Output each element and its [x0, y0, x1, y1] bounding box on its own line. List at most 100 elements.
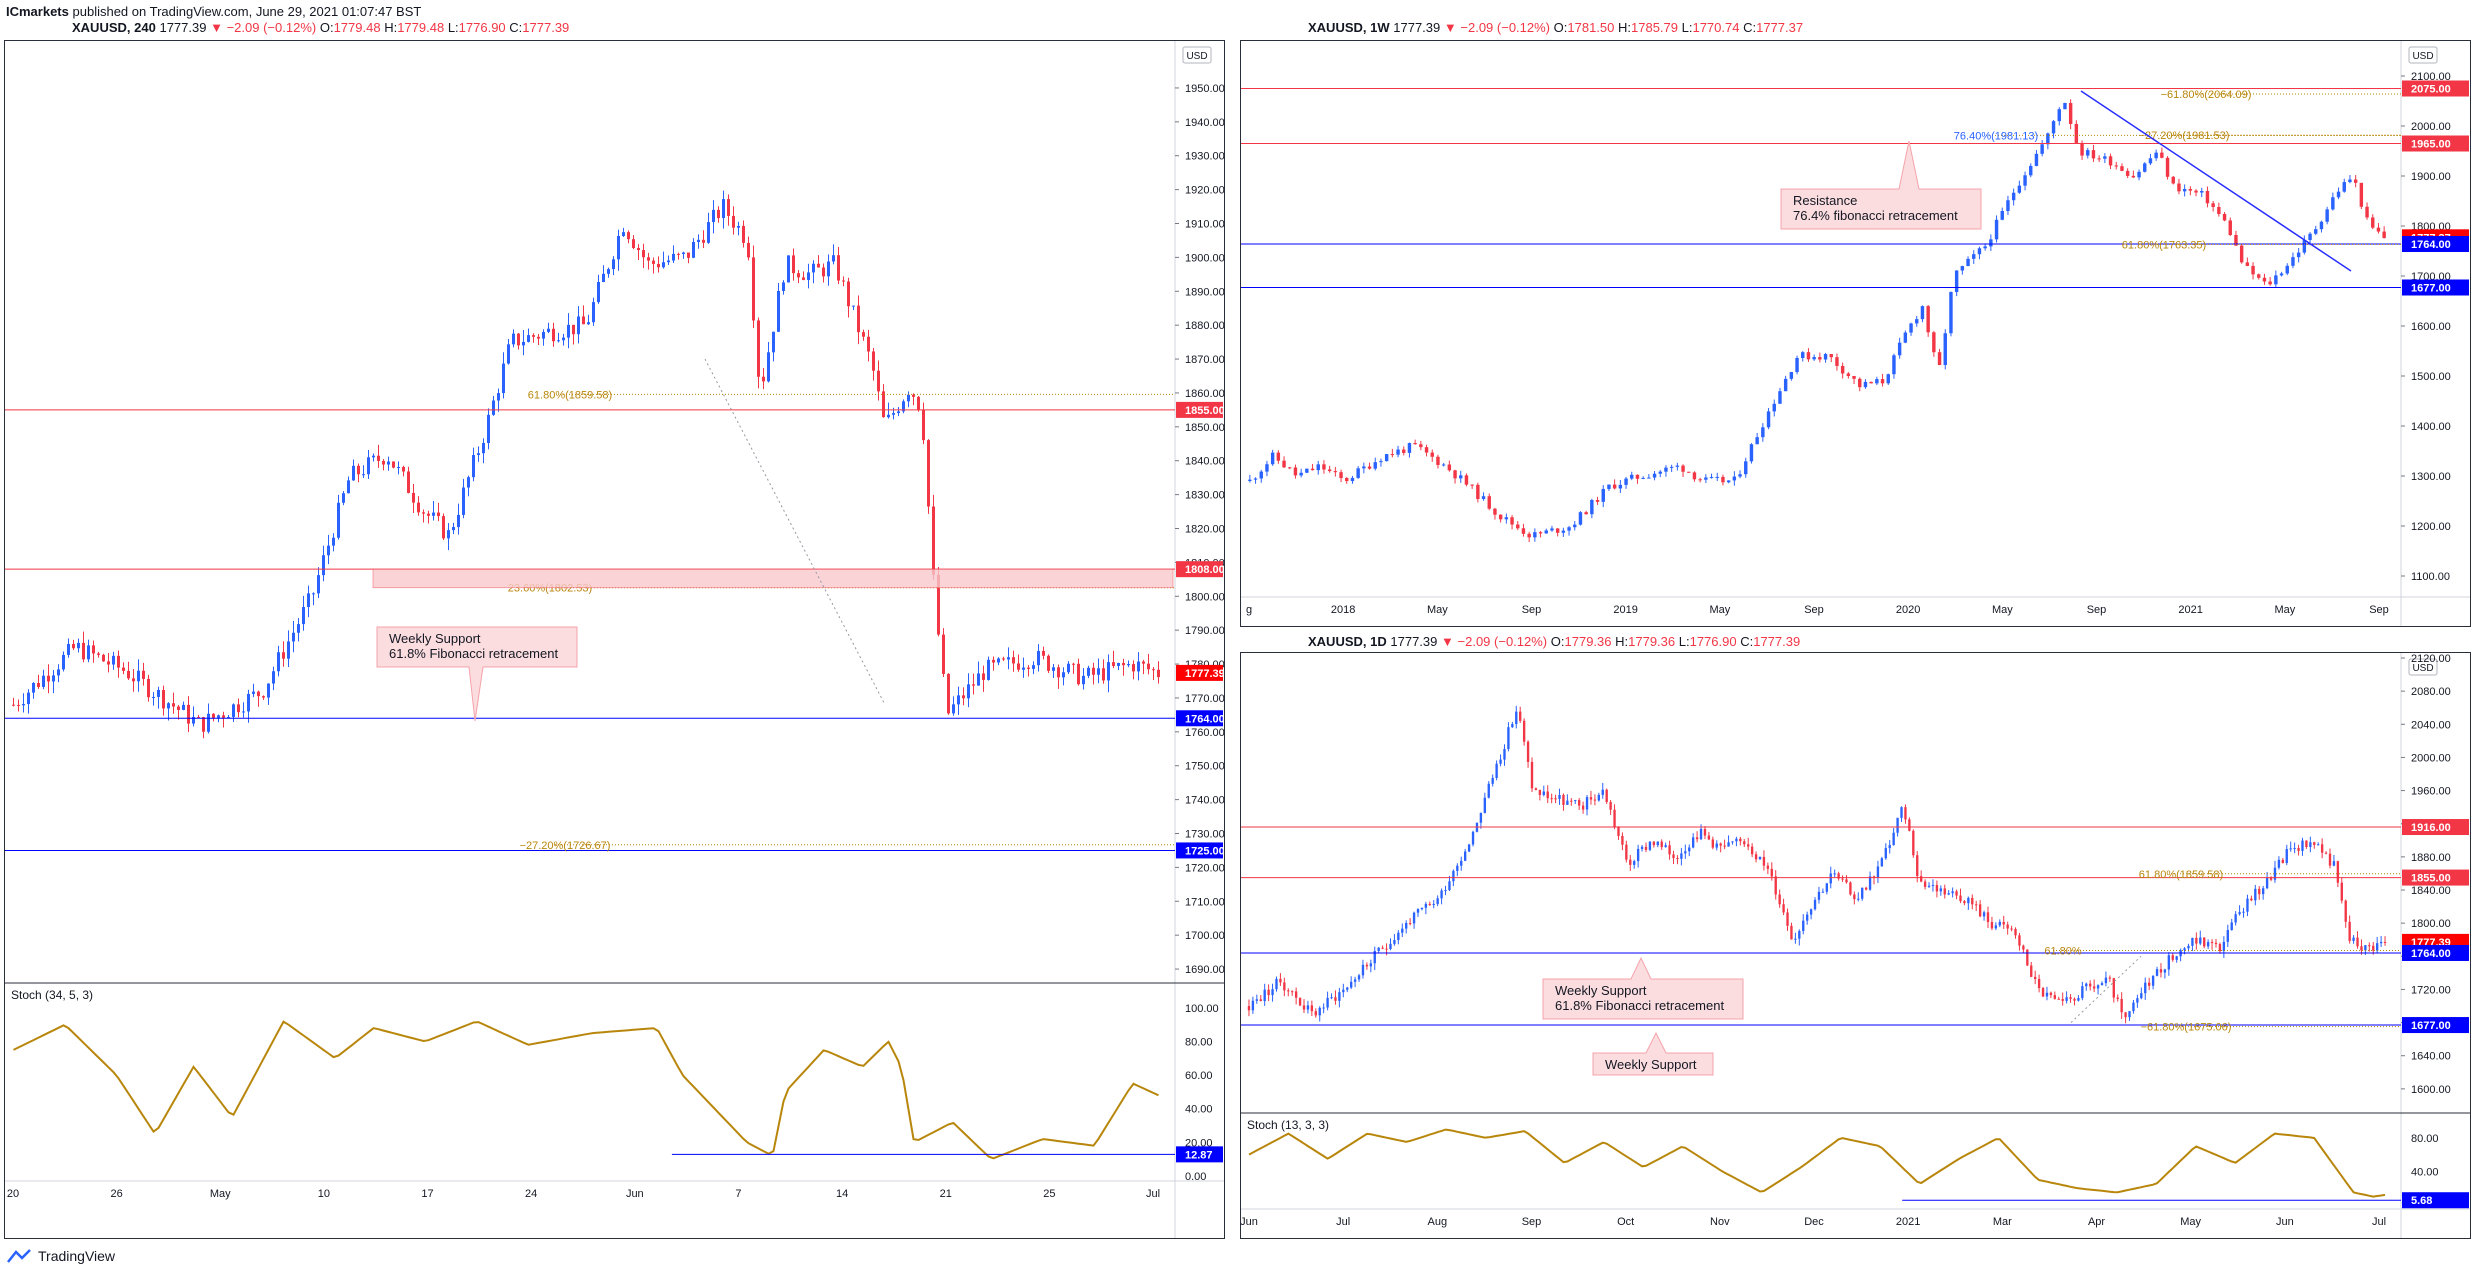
- y-tick-label: 2040.00: [2411, 719, 2451, 731]
- candle-body: [1430, 452, 1434, 457]
- candle-body: [152, 696, 155, 698]
- candle-body: [332, 537, 335, 546]
- candle-body: [902, 401, 905, 412]
- y-tick-label: 2100.00: [2411, 71, 2451, 83]
- candle-body: [502, 363, 505, 394]
- candle-body: [1886, 374, 1890, 384]
- candle-body: [1393, 940, 1396, 944]
- candle-body: [2163, 969, 2167, 973]
- candle-body: [1298, 997, 1302, 1006]
- panel-1w[interactable]: USD 1100.00 1200.00 1300.00 1400.00 1500.00 16…: [1240, 40, 2471, 627]
- candle-body: [1566, 800, 1569, 805]
- candle-body: [1117, 662, 1120, 666]
- candle-body: [1330, 997, 1333, 999]
- candle-body: [1384, 454, 1389, 462]
- x-tick-label: 2019: [1613, 604, 1637, 616]
- x-tick-label: Jun: [626, 1188, 644, 1200]
- candle-body: [977, 673, 980, 686]
- panel-1d[interactable]: USD1600.001640.001680.001720.001760.0018…: [1240, 652, 2471, 1239]
- candle-body: [2371, 217, 2375, 228]
- candle-body: [1590, 500, 1594, 515]
- fib-label: −27.20%(1726.67): [520, 840, 611, 852]
- candle-body: [947, 673, 950, 714]
- candle-body: [702, 239, 705, 243]
- chart-1d-svg[interactable]: USD1600.001640.001680.001720.001760.0018…: [1240, 653, 2470, 1238]
- candle-body: [987, 659, 990, 680]
- candle-body: [1487, 783, 1490, 798]
- candle-body: [2177, 183, 2181, 192]
- candle-body: [1624, 478, 1628, 485]
- candle-body: [1755, 437, 1759, 445]
- candle-body: [1955, 891, 1958, 896]
- candle-body: [2257, 274, 2261, 278]
- candle-body: [1342, 989, 1345, 993]
- candles-group: [12, 190, 1160, 739]
- candle-body: [1534, 788, 1538, 791]
- candle-body: [532, 335, 535, 337]
- candle-body: [1037, 650, 1040, 666]
- candle-body: [2011, 192, 2016, 201]
- candle-body: [102, 654, 105, 662]
- candle-body: [892, 413, 895, 415]
- candle-body: [277, 652, 280, 672]
- candle-body: [1629, 859, 1632, 865]
- candle-body: [107, 661, 110, 665]
- candle-body: [2034, 153, 2039, 166]
- candle-body: [1927, 885, 1931, 887]
- candle-body: [1467, 844, 1471, 852]
- candle-body: [1935, 885, 1939, 892]
- candle-body: [427, 513, 430, 516]
- candle-body: [1739, 838, 1742, 842]
- candle-body: [1840, 365, 1845, 374]
- panel-4h[interactable]: USD 1690.00 1700.00 1710.00 1720.00 1730.00 17…: [4, 40, 1225, 1239]
- candle-body: [2086, 150, 2090, 156]
- candle-body: [2269, 877, 2273, 880]
- candle-body: [2017, 185, 2022, 193]
- candle-body: [2040, 144, 2044, 154]
- candle-body: [2262, 277, 2267, 282]
- stoch-y-tick-label: 0.00: [1185, 1171, 1206, 1183]
- candle-body: [2144, 982, 2147, 994]
- candle-body: [577, 316, 580, 335]
- currency-badge: [2408, 658, 2438, 676]
- candle-body: [1909, 323, 1913, 333]
- candle-body: [1977, 248, 1982, 255]
- candle-body: [1607, 484, 1611, 489]
- candle-body: [1846, 373, 1851, 377]
- candle-body: [1715, 476, 1719, 478]
- candle-body: [1794, 938, 1797, 940]
- candle-body: [1373, 950, 1376, 964]
- candle-body: [2125, 170, 2130, 176]
- candle-body: [2051, 121, 2056, 134]
- candle-body: [1408, 922, 1412, 924]
- candle-body: [2137, 171, 2141, 178]
- candle-body: [1904, 807, 1907, 820]
- currency-label: USD: [2412, 663, 2433, 674]
- candle-body: [1137, 661, 1140, 672]
- candle-body: [1356, 468, 1360, 478]
- candle-body: [2301, 840, 2304, 851]
- candle-body: [132, 678, 135, 682]
- candle-body: [1402, 449, 1406, 453]
- candle-body: [937, 574, 940, 635]
- fib-connector-1d: [2070, 955, 2142, 1023]
- publisher-name[interactable]: ICmarkets: [6, 4, 69, 19]
- candle-body: [2328, 853, 2332, 866]
- y-tick-label: 1930.00: [1185, 151, 1224, 163]
- candle-body: [1092, 667, 1095, 675]
- candle-body: [1440, 890, 1443, 899]
- chart-1w-svg[interactable]: USD 1100.00 1200.00 1300.00 1400.00 1500.00 16…: [1241, 41, 2470, 626]
- candle-body: [732, 215, 735, 228]
- tradingview-footer[interactable]: TradingView: [6, 1248, 115, 1264]
- candle-body: [632, 239, 635, 248]
- x-tick-label: May: [2274, 604, 2295, 616]
- stoch-y-tick-label: 100.00: [1185, 1003, 1219, 1015]
- candle-body: [542, 331, 545, 339]
- candle-body: [422, 512, 425, 514]
- x-tick-label: Sep: [1522, 1216, 1542, 1228]
- candle-body: [432, 512, 435, 516]
- candle-body: [1920, 306, 1925, 320]
- candle-body: [2010, 928, 2013, 930]
- chart-4h-svg[interactable]: USD 1690.00 1700.00 1710.00 1720.00 1730.00 17…: [5, 41, 1225, 1238]
- candle-body: [2191, 937, 2194, 946]
